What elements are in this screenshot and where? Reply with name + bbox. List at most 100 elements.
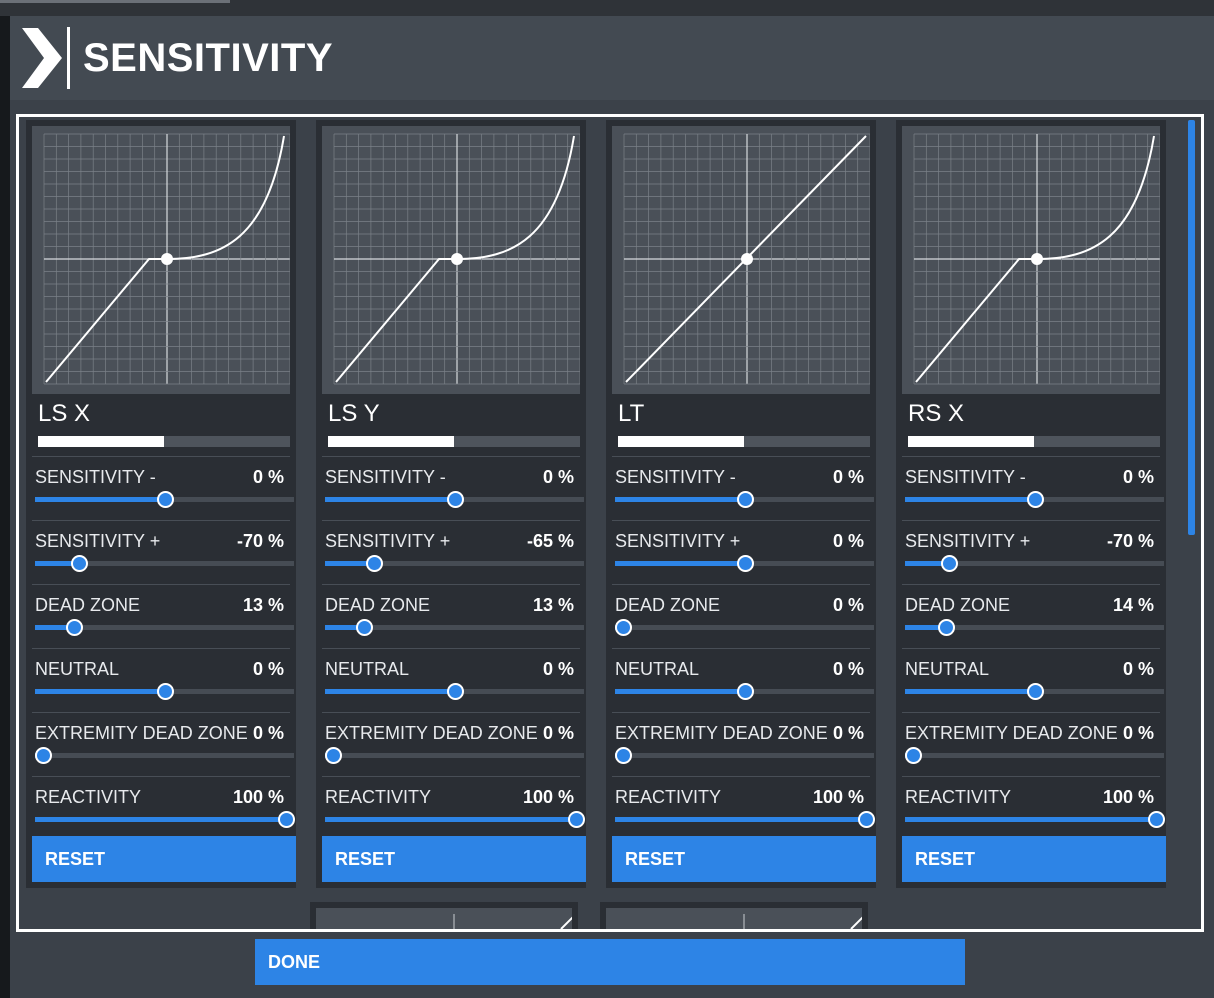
setting-slider[interactable] [35, 561, 294, 566]
setting-label: NEUTRAL [905, 659, 990, 679]
graph-partial [606, 908, 868, 929]
done-button[interactable]: DONE [255, 939, 965, 985]
slider-fill [325, 561, 375, 566]
slider-handle[interactable] [324, 747, 342, 764]
setting-row: DEAD ZONE 14 % [902, 584, 1166, 648]
vertical-scrollbar[interactable] [1188, 120, 1195, 535]
top-strip-highlight [0, 0, 230, 3]
slider-handle[interactable] [858, 811, 876, 828]
slider-handle[interactable] [568, 811, 586, 828]
slider-fill [325, 689, 455, 694]
row-divider [32, 456, 290, 457]
slider-handle[interactable] [156, 683, 174, 700]
axis-card: LT SENSITIVITY -0 % SENSITIVITY +0 % DEAD Z… [606, 120, 876, 888]
row-divider [902, 456, 1160, 457]
setting-label: EXTREMITY DEAD ZONE [905, 723, 1118, 743]
setting-row: DEAD ZONE 0 % [612, 584, 876, 648]
setting-slider[interactable] [325, 625, 584, 630]
axis-input-meter-fill [38, 436, 164, 447]
setting-row: NEUTRAL 0 % [322, 648, 586, 712]
row-divider [612, 456, 870, 457]
slider-handle[interactable] [65, 619, 83, 636]
setting-row: REACTIVITY 100 % [902, 776, 1166, 840]
setting-value: 0 % [1122, 659, 1154, 679]
slider-fill [615, 561, 745, 566]
slider-fill [35, 625, 74, 630]
setting-slider[interactable] [905, 817, 1164, 822]
slider-handle[interactable] [614, 747, 632, 764]
row-divider [322, 584, 580, 585]
setting-row: NEUTRAL 0 % [612, 648, 876, 712]
slider-handle[interactable] [736, 683, 754, 700]
setting-value: 0 % [542, 659, 574, 679]
reset-button[interactable]: RESET [32, 836, 296, 882]
setting-value: 0 % [1122, 467, 1154, 487]
setting-value: 100 % [1102, 787, 1154, 807]
setting-slider[interactable] [35, 753, 294, 758]
slider-handle[interactable] [1026, 491, 1044, 508]
setting-value: 13 % [532, 595, 574, 615]
slider-handle[interactable] [1148, 811, 1166, 828]
slider-handle[interactable] [355, 619, 373, 636]
setting-slider[interactable] [615, 753, 874, 758]
setting-slider[interactable] [905, 625, 1164, 630]
setting-slider[interactable] [325, 561, 584, 566]
slider-fill [325, 497, 455, 502]
slider-handle[interactable] [278, 811, 296, 828]
graph-partial-lines [453, 911, 578, 929]
slider-handle[interactable] [366, 555, 384, 572]
axis-card: RS X SENSITIVITY - 0 % SENSITIVITY + -70 % DE… [896, 120, 1166, 888]
slider-fill [615, 497, 745, 502]
slider-fill [905, 625, 947, 630]
row-divider [322, 648, 580, 649]
setting-slider[interactable] [615, 817, 874, 822]
slider-handle[interactable] [34, 747, 52, 764]
setting-slider[interactable] [905, 753, 1164, 758]
setting-value: 14 % [1112, 595, 1154, 615]
setting-slider[interactable] [905, 561, 1164, 566]
slider-handle[interactable] [156, 491, 174, 508]
setting-slider[interactable] [325, 817, 584, 822]
response-curve-graph [322, 126, 580, 394]
setting-value: -65 % [526, 531, 574, 551]
row-divider [32, 648, 290, 649]
slider-handle[interactable] [446, 683, 464, 700]
slider-handle[interactable] [941, 555, 959, 572]
setting-label: DEAD ZONE [35, 595, 141, 615]
graph-partial [316, 908, 578, 929]
setting-row: SENSITIVITY + -70 % [902, 520, 1166, 584]
slider-handle[interactable] [614, 619, 632, 636]
slider-handle[interactable] [736, 491, 754, 508]
setting-label: SENSITIVITY + [325, 531, 451, 551]
slider-handle[interactable] [1026, 683, 1044, 700]
setting-label: NEUTRAL [35, 659, 120, 679]
reset-button[interactable]: RESET [612, 836, 876, 882]
slider-handle[interactable] [938, 619, 956, 636]
slider-fill [905, 817, 1157, 822]
slider-fill [615, 689, 745, 694]
curve-center-point [741, 253, 753, 265]
setting-slider[interactable] [325, 753, 584, 758]
axis-input-meter [328, 436, 580, 447]
setting-slider[interactable] [615, 625, 874, 630]
setting-label: REACTIVITY [615, 787, 722, 807]
setting-slider[interactable] [35, 625, 294, 630]
next-row-axis-card-partial [600, 902, 868, 929]
setting-value: 0 % [832, 595, 864, 615]
slider-handle[interactable] [71, 555, 89, 572]
axis-card: LS X SENSITIVITY - 0 % SENSITIVITY + -70 % DE… [26, 120, 296, 888]
setting-label: SENSITIVITY + [615, 531, 741, 551]
setting-label: REACTIVITY [325, 787, 432, 807]
slider-handle[interactable] [736, 555, 754, 572]
setting-value: 0 % [252, 467, 284, 487]
slider-handle[interactable] [446, 491, 464, 508]
setting-slider[interactable] [35, 817, 294, 822]
setting-label: NEUTRAL [615, 659, 700, 679]
header-divider [67, 27, 70, 89]
setting-label: REACTIVITY [35, 787, 142, 807]
slider-fill [35, 689, 165, 694]
reset-button[interactable]: RESET [902, 836, 1166, 882]
response-curve-graph [902, 126, 1160, 394]
slider-handle[interactable] [904, 747, 922, 764]
reset-button[interactable]: RESET [322, 836, 586, 882]
